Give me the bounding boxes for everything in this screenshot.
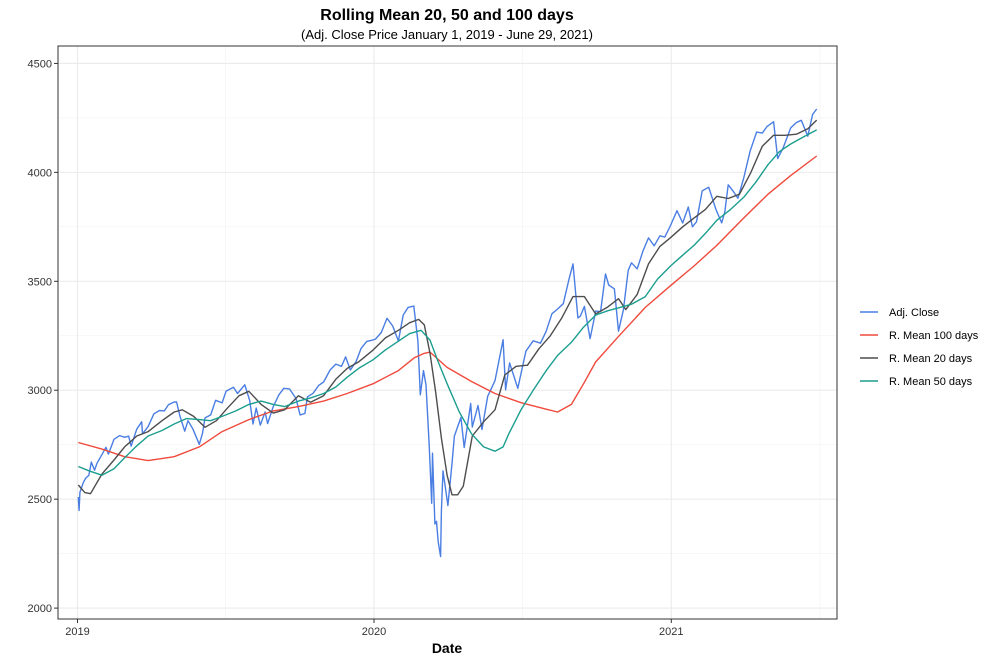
x-tick-label: 2021 bbox=[659, 626, 683, 638]
chart-subtitle: (Adj. Close Price January 1, 2019 - June… bbox=[301, 27, 593, 42]
y-tick-label: 3500 bbox=[28, 276, 52, 288]
plot-panel bbox=[58, 46, 837, 619]
series-line-r-mean-100-days bbox=[78, 155, 818, 462]
y-axis: 2000 2500 3000 3500 4000 4500 bbox=[28, 58, 58, 615]
legend-label: Adj. Close bbox=[889, 307, 939, 319]
series-line-r-mean-50-days bbox=[78, 129, 818, 476]
legend-label: R. Mean 50 days bbox=[889, 376, 973, 388]
legend-label: R. Mean 100 days bbox=[889, 330, 979, 342]
y-tick-label: 4000 bbox=[28, 167, 52, 179]
x-tick-label: 2020 bbox=[362, 626, 386, 638]
legend-label: R. Mean 20 days bbox=[889, 353, 973, 365]
y-tick-label: 3000 bbox=[28, 385, 52, 397]
series-line-adj-close bbox=[77, 108, 818, 558]
grid-lines bbox=[58, 46, 837, 619]
plot-border bbox=[57, 45, 838, 620]
x-tick-label: 2019 bbox=[65, 626, 89, 638]
series-line-r-mean-20-days bbox=[77, 119, 818, 496]
legend: Adj. Close R. Mean 100 days R. Mean 20 day… bbox=[860, 307, 979, 388]
y-tick-label: 2500 bbox=[28, 494, 52, 506]
x-axis-title: Date bbox=[432, 640, 463, 656]
y-tick-label: 2000 bbox=[28, 603, 52, 615]
series-lines bbox=[77, 108, 818, 558]
x-axis: 2019 2020 2021 bbox=[65, 619, 684, 638]
y-tick-label: 4500 bbox=[28, 58, 52, 70]
chart-title: Rolling Mean 20, 50 and 100 days bbox=[320, 7, 574, 24]
